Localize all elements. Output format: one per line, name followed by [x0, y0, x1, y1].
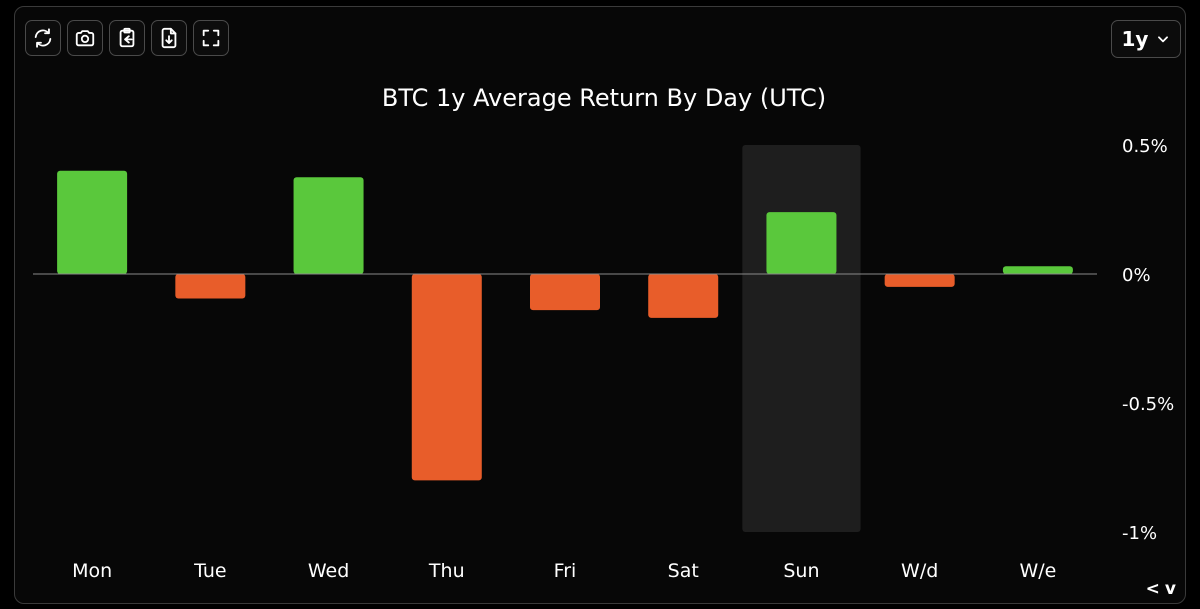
y-tick-label: 0% — [1122, 265, 1151, 286]
fullscreen-button[interactable] — [193, 20, 229, 56]
download-button[interactable] — [151, 20, 187, 56]
bar-sun[interactable] — [766, 212, 837, 274]
x-tick-label: Wed — [308, 560, 349, 582]
y-tick-label: -1% — [1122, 523, 1157, 544]
copy-button[interactable] — [109, 20, 145, 56]
chart-nav: < v — [1146, 579, 1177, 599]
screenshot-button[interactable] — [67, 20, 103, 56]
prev-arrow[interactable]: < — [1145, 579, 1161, 599]
highlight-band — [742, 145, 861, 532]
x-tick-label: Thu — [428, 560, 465, 582]
download-icon — [161, 27, 177, 49]
bar-we[interactable] — [1002, 266, 1073, 274]
camera-icon — [75, 30, 95, 47]
bar-sat[interactable] — [648, 274, 719, 318]
x-tick-label: Sat — [668, 560, 699, 582]
bar-wed[interactable] — [293, 177, 364, 274]
x-tick-label: Fri — [554, 560, 577, 582]
x-tick-label: W/d — [901, 560, 938, 582]
refresh-button[interactable] — [25, 20, 61, 56]
clipboard-icon — [119, 27, 135, 48]
x-tick-label: Mon — [72, 560, 112, 582]
chevron-down-icon — [1158, 36, 1169, 43]
bar-tue[interactable] — [175, 274, 246, 299]
range-selector-value: 1y — [1121, 27, 1149, 51]
bar-thu[interactable] — [411, 274, 482, 481]
x-tick-label: Tue — [193, 560, 226, 582]
next-arrow[interactable]: v — [1164, 579, 1177, 599]
chart-toolbar — [25, 20, 229, 56]
bar-mon[interactable] — [57, 170, 128, 274]
y-tick-label: 0.5% — [1122, 136, 1168, 157]
bar-wd[interactable] — [884, 274, 955, 287]
chart-title: BTC 1y Average Return By Day (UTC) — [382, 84, 826, 112]
refresh-icon — [34, 28, 52, 48]
x-tick-label: W/e — [1019, 560, 1056, 582]
bar-fri[interactable] — [530, 274, 600, 311]
fullscreen-icon — [202, 29, 220, 47]
range-selector[interactable]: 1y — [1111, 20, 1181, 58]
y-tick-label: -0.5% — [1122, 394, 1174, 415]
x-tick-label: Sun — [783, 560, 819, 582]
